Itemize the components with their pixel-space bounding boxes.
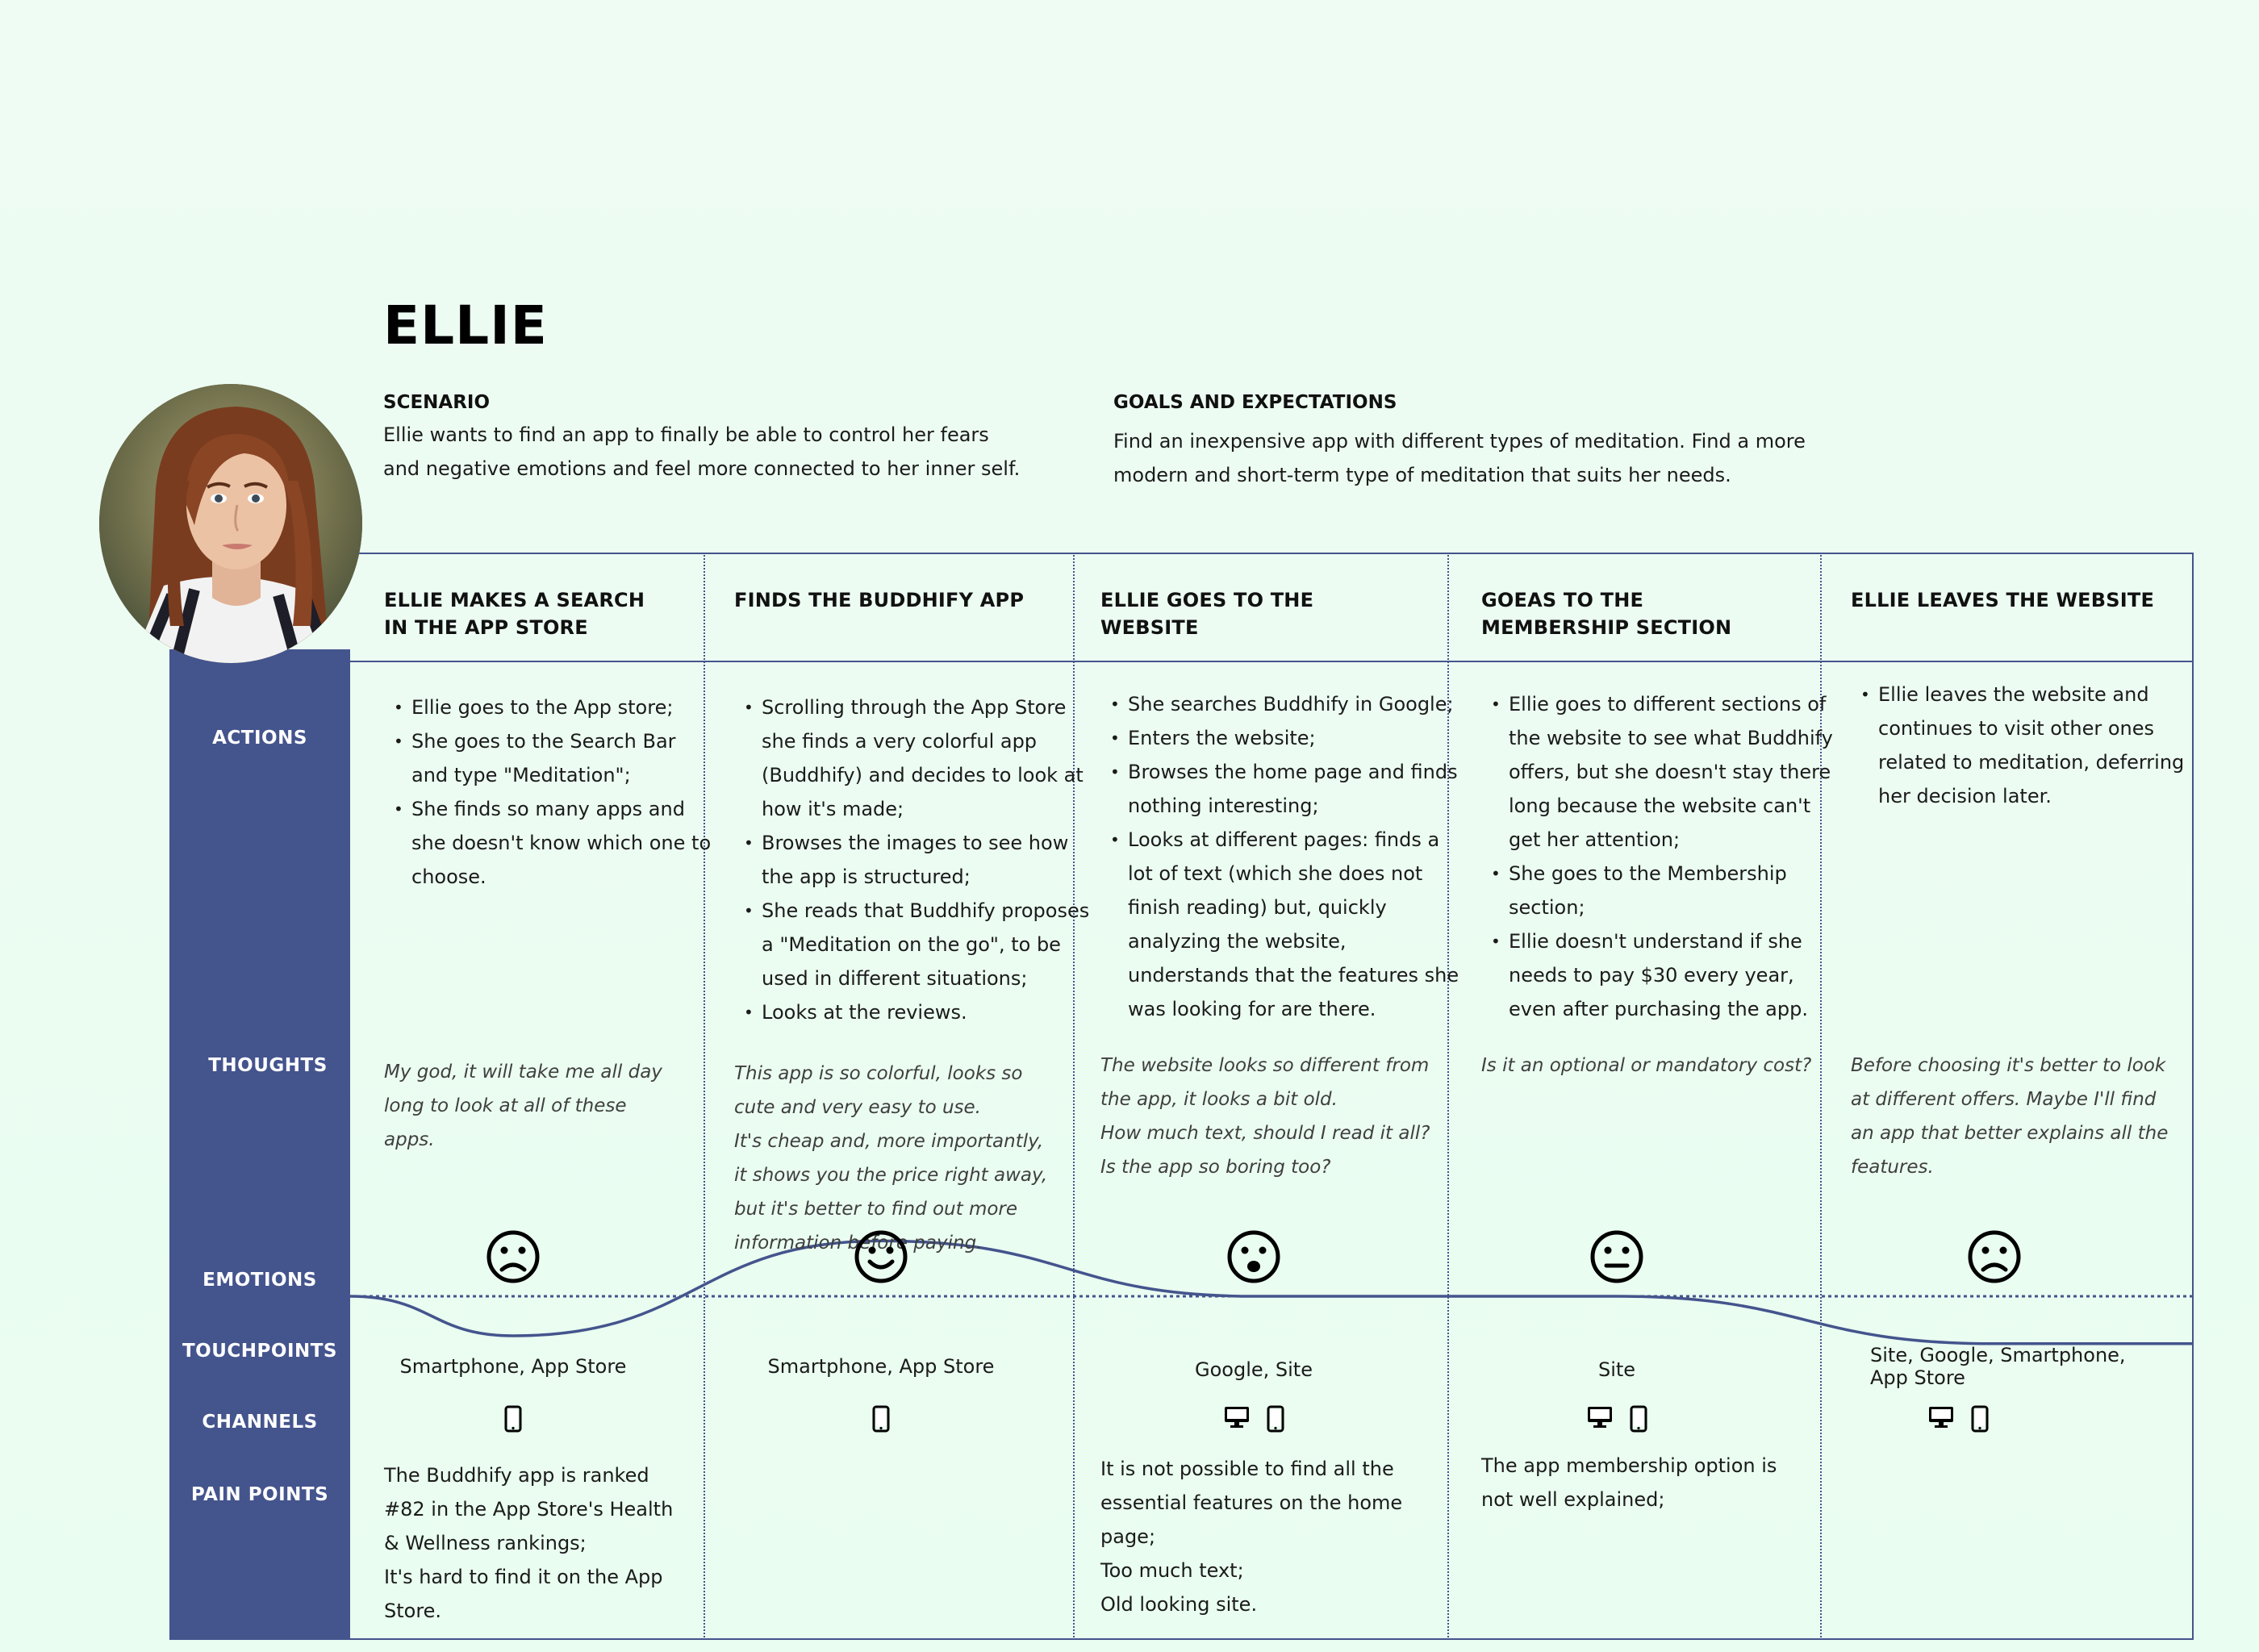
- stage-title: ELLIE MAKES A SEARCH IN THE APP STORE: [384, 589, 645, 639]
- channels-icons: [1536, 1405, 1697, 1433]
- thought-line: Is it an optional or mandatory cost?: [1481, 1055, 1812, 1076]
- action-item: Ellie leaves the website and continues t…: [1860, 678, 2217, 813]
- pain-points-text: The app membership option is not well ex…: [1481, 1449, 1804, 1516]
- portrait-image: [99, 384, 362, 663]
- scenario-title: SCENARIO: [383, 392, 491, 413]
- action-item: Ellie goes to the App store;: [394, 690, 718, 724]
- sad-face-icon: [486, 1230, 540, 1283]
- smartphone-icon: [504, 1405, 522, 1433]
- pain-points-text: The Buddhify app is ranked #82 in the Ap…: [384, 1458, 674, 1628]
- row-label-actions: ACTIONS: [212, 728, 307, 749]
- stage-divider: [1073, 553, 1075, 1640]
- stage-title: ELLIE LEAVES THE WEBSITE: [1851, 589, 2155, 611]
- stage-title: FINDS THE BUDDHIFY APP: [734, 589, 1025, 611]
- actions-list: Ellie goes to different sections of the …: [1480, 687, 1848, 1026]
- desktop-icon: [1225, 1407, 1249, 1428]
- row-label-channels: CHANNELS: [202, 1412, 318, 1433]
- neutral-face-icon: [1590, 1230, 1643, 1283]
- stage-divider: [1820, 553, 1822, 1640]
- smartphone-icon: [1630, 1405, 1647, 1433]
- smartphone-icon: [1971, 1405, 1989, 1433]
- row-label-sidebar: [169, 649, 350, 1640]
- goals-text: Find an inexpensive app with different t…: [1113, 430, 1806, 486]
- thought-line: How much text, should I read it all?: [1100, 1123, 1430, 1144]
- thoughts-text: My god, it will take me all day long to …: [384, 1055, 683, 1157]
- pain-point-line: The Buddhify app is ranked #82 in the Ap…: [384, 1464, 674, 1554]
- row-label-pain-points: PAIN POINTS: [190, 1484, 329, 1505]
- thought-line: This app is so colorful, looks so cute a…: [734, 1063, 1023, 1118]
- actions-list: Ellie leaves the website and continues t…: [1849, 678, 2217, 813]
- desktop-icon: [1929, 1407, 1953, 1428]
- action-item: Enters the website;: [1110, 721, 1467, 755]
- persona-avatar: [99, 384, 362, 663]
- desktop-icon: [1588, 1407, 1612, 1428]
- action-item: Looks at different pages: finds a lot of…: [1110, 823, 1467, 1026]
- header-divider: [350, 661, 2194, 662]
- actions-list: She searches Buddhify in Google;Enters t…: [1099, 687, 1467, 1026]
- channels-icons: [432, 1405, 594, 1433]
- journey-grid: [350, 553, 2194, 1640]
- action-item: She goes to the Membership section;: [1491, 857, 1848, 924]
- action-item: She searches Buddhify in Google;: [1110, 687, 1467, 721]
- persona-name: ELLIE: [383, 294, 548, 357]
- action-item: She goes to the Search Bar and type "Med…: [394, 724, 718, 792]
- happy-face-icon: [854, 1230, 908, 1283]
- action-item: She finds so many apps and she doesn't k…: [394, 792, 718, 894]
- thoughts-text: This app is so colorful, looks so cute a…: [734, 1057, 1057, 1260]
- actions-list: Scrolling through the App Store she find…: [733, 690, 1092, 1029]
- pain-point-line: Too much text;: [1100, 1559, 1244, 1582]
- emotion-face: [1589, 1229, 1644, 1287]
- pain-point-line: Old looking site.: [1100, 1593, 1258, 1616]
- goals-title: GOALS AND EXPECTATIONS: [1113, 392, 1397, 413]
- touchpoints-text: Site, Google, Smartphone, App Store: [1870, 1344, 2126, 1389]
- touchpoints-text: Site: [1597, 1358, 1636, 1381]
- touchpoints-text: Smartphone, App Store: [399, 1355, 627, 1378]
- thought-line: It's cheap and, more importantly, it sho…: [734, 1131, 1048, 1254]
- pain-point-line: It is not possible to find all the essen…: [1100, 1458, 1403, 1548]
- action-item: Browses the images to see how the app is…: [744, 826, 1092, 894]
- thought-line: Is the app so boring too?: [1100, 1157, 1331, 1178]
- emotion-curve: [349, 1239, 2194, 1345]
- stage-title: GOEAS TO THE MEMBERSHIP SECTION: [1481, 589, 1732, 639]
- smartphone-icon: [872, 1405, 890, 1433]
- thought-line: My god, it will take me all day long to …: [384, 1062, 662, 1150]
- sad-face-icon: [1968, 1230, 2021, 1283]
- action-item: Looks at the reviews.: [744, 995, 1092, 1029]
- emotion-face: [1226, 1229, 1281, 1287]
- emotion-face: [1967, 1229, 2022, 1287]
- touchpoints-text: Google, Site: [1195, 1358, 1313, 1381]
- surprised-face-icon: [1227, 1230, 1280, 1283]
- thoughts-text: The website looks so different from the …: [1100, 1049, 1431, 1184]
- pain-points-text: It is not possible to find all the essen…: [1100, 1452, 1423, 1621]
- pain-point-line: It's hard to find it on the App Store.: [384, 1566, 663, 1622]
- row-label-emotions: EMOTIONS: [203, 1270, 317, 1291]
- action-item: Ellie goes to different sections of the …: [1491, 687, 1848, 857]
- stage-divider: [704, 553, 705, 1640]
- emotion-face: [854, 1229, 908, 1287]
- thoughts-text: Is it an optional or mandatory cost?: [1481, 1049, 1812, 1083]
- thoughts-text: Before choosing it's better to look at d…: [1851, 1049, 2182, 1184]
- smartphone-icon: [1267, 1405, 1284, 1433]
- emotion-face: [486, 1229, 541, 1287]
- channels-icons: [800, 1405, 962, 1433]
- row-label-thoughts: THOUGHTS: [208, 1055, 328, 1076]
- action-item: Browses the home page and finds nothing …: [1110, 755, 1467, 823]
- channels-icons: [1173, 1405, 1334, 1433]
- row-label-touchpoints: TOUCHPOINTS: [182, 1341, 337, 1362]
- action-item: Scrolling through the App Store she find…: [744, 690, 1092, 826]
- thought-line: Before choosing it's better to look at d…: [1851, 1055, 2169, 1178]
- stage-divider: [1447, 553, 1449, 1640]
- stage-title: ELLIE GOES TO THE WEBSITE: [1100, 589, 1314, 639]
- touchpoints-text: Smartphone, App Store: [767, 1355, 995, 1378]
- actions-list: Ellie goes to the App store;She goes to …: [382, 690, 718, 894]
- action-item: Ellie doesn't understand if she needs to…: [1491, 924, 1848, 1026]
- pain-point-line: The app membership option is not well ex…: [1481, 1454, 1777, 1511]
- channels-icons: [1889, 1405, 2027, 1433]
- thought-line: The website looks so different from the …: [1100, 1055, 1430, 1110]
- action-item: She reads that Buddhify proposes a "Medi…: [744, 894, 1092, 995]
- scenario-text: Ellie wants to find an app to finally be…: [383, 423, 1021, 480]
